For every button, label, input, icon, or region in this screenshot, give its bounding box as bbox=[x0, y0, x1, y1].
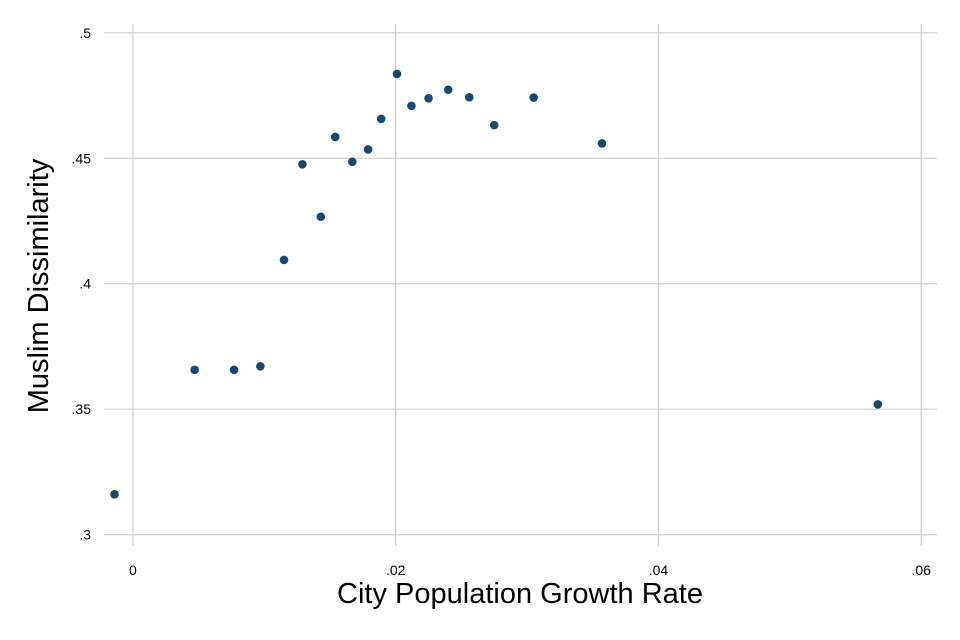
data-point bbox=[256, 362, 265, 371]
y-tick-label: .3 bbox=[79, 527, 91, 543]
data-point bbox=[376, 114, 386, 124]
gridlines bbox=[104, 24, 937, 546]
y-tick-label: .5 bbox=[79, 25, 91, 41]
data-point bbox=[279, 255, 289, 265]
x-axis-title: City Population Growth Rate bbox=[337, 578, 703, 610]
data-point bbox=[464, 92, 474, 102]
data-point bbox=[489, 120, 499, 130]
data-point bbox=[363, 145, 373, 154]
data-point bbox=[110, 490, 119, 499]
data-point bbox=[348, 157, 357, 167]
data-point bbox=[190, 365, 199, 375]
data-point bbox=[529, 93, 538, 102]
data-point bbox=[298, 159, 307, 169]
y-axis-title: Muslim Dissimilarity bbox=[23, 158, 55, 413]
data-point bbox=[443, 85, 453, 95]
data-point bbox=[597, 139, 607, 148]
data-point bbox=[229, 365, 239, 375]
x-tick-labels: 0 .02 .04 .06 bbox=[129, 562, 931, 578]
data-point bbox=[873, 400, 883, 409]
y-tick-label: .4 bbox=[79, 276, 91, 292]
data-point bbox=[330, 132, 340, 142]
x-tick-label: .06 bbox=[911, 562, 931, 578]
y-tick-labels: .3 .35 .4 .45 .5 bbox=[72, 25, 92, 543]
data-point bbox=[316, 212, 326, 222]
data-point bbox=[407, 101, 416, 111]
x-tick-label: 0 bbox=[129, 562, 137, 578]
x-tick-label: .02 bbox=[386, 562, 406, 578]
data-point bbox=[392, 69, 402, 79]
x-tick-label: .04 bbox=[649, 562, 669, 578]
y-tick-label: .45 bbox=[72, 150, 92, 166]
data-point bbox=[424, 93, 433, 103]
data-points bbox=[110, 69, 883, 499]
y-tick-label: .35 bbox=[72, 401, 92, 417]
